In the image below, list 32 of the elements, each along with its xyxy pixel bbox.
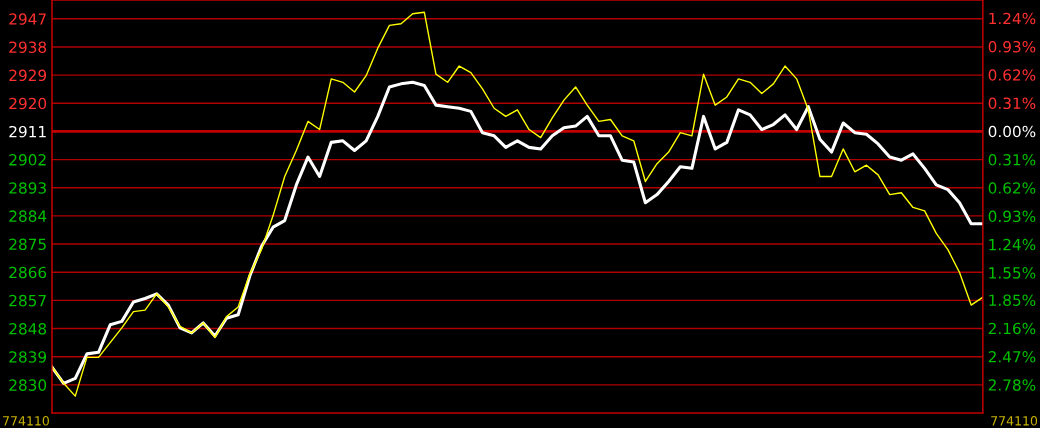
y2-tick-label: 2.78%	[988, 379, 1036, 391]
y-tick-label: 2875	[9, 238, 46, 251]
line-series	[52, 11, 983, 397]
y2-tick-label: 0.31%	[988, 154, 1036, 166]
y2-tick-label: 0.31%	[988, 97, 1036, 110]
y-tick-label: 2938	[9, 41, 47, 53]
y-tick-label: 2947	[9, 13, 46, 25]
text: 774110	[3, 416, 49, 426]
y2-tick-label: 2.16%	[988, 322, 1036, 335]
y2-tick-label: 0.62%	[988, 69, 1036, 81]
y-tick-label: 2929	[9, 69, 47, 82]
y2-tick-label: 2.47%	[988, 350, 1036, 363]
line-series	[52, 80, 983, 385]
y-tick-label: 2848	[9, 323, 47, 335]
y-tick-label: 2830	[9, 379, 47, 391]
y-tick-label: 2920	[9, 97, 47, 110]
y2-tick-label: 1.24%	[989, 238, 1036, 251]
y-tick-label: 2866	[9, 266, 47, 279]
y2-tick-label: 1.24%	[989, 12, 1036, 25]
y2-tick-label: 1.55%	[989, 267, 1036, 279]
y-tick-label: 2857	[9, 294, 46, 307]
y-tick-label: 2893	[9, 182, 46, 194]
y2-tick-label: 1.85%	[989, 294, 1036, 306]
y-tick-label: 2839	[9, 351, 47, 363]
y-tick-label: 2902	[9, 154, 46, 166]
text: 774110	[991, 416, 1038, 426]
y2-tick-label: 0.93%	[988, 40, 1036, 53]
y2-tick-label: 0.62%	[988, 182, 1036, 194]
y2-tick-label: 0.93%	[988, 210, 1036, 223]
y-tick-label: 2911	[9, 125, 46, 138]
y2-tick-label: 0.00%	[988, 125, 1036, 138]
y-tick-label: 2884	[9, 210, 47, 222]
